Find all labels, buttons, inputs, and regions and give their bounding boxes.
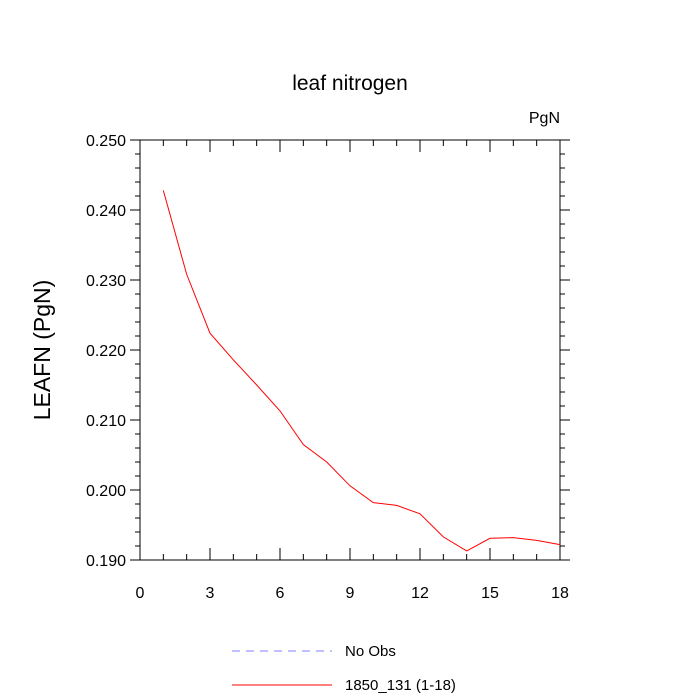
series-line-1 [162,190,561,552]
plot-area: 0 3 6 9 12 15 18 0.190 0.200 0.210 0.220 0.230 0.240… [86,133,570,602]
y-axis-label: LEAFN (PgN) [29,280,55,421]
y-tick-label: 0.230 [86,273,126,290]
plot-frame [139,139,561,561]
x-tick-label: 15 [481,585,499,602]
y-tick-label: 0.250 [86,133,126,150]
chart-title: leaf nitrogen [292,72,408,95]
unit-label: PgN [529,110,560,127]
x-tick-label: 18 [551,585,569,602]
x-tick-label: 12 [411,585,429,602]
y-tick-label: 0.210 [86,413,126,430]
x-tick-label: 9 [346,585,355,602]
x-tick-label: 3 [206,585,215,602]
legend-label-1: 1850_131 (1-18) [345,677,456,694]
y-tick-label: 0.240 [86,203,126,220]
y-tick-label: 0.190 [86,553,126,570]
y-tick-label: 0.200 [86,483,126,500]
legend-label-0: No Obs [345,643,396,660]
y-tick-label: 0.220 [86,343,126,360]
x-tick-label: 0 [136,585,145,602]
x-tick-label: 6 [276,585,285,602]
legend: No Obs 1850_131 (1-18) [232,643,456,694]
